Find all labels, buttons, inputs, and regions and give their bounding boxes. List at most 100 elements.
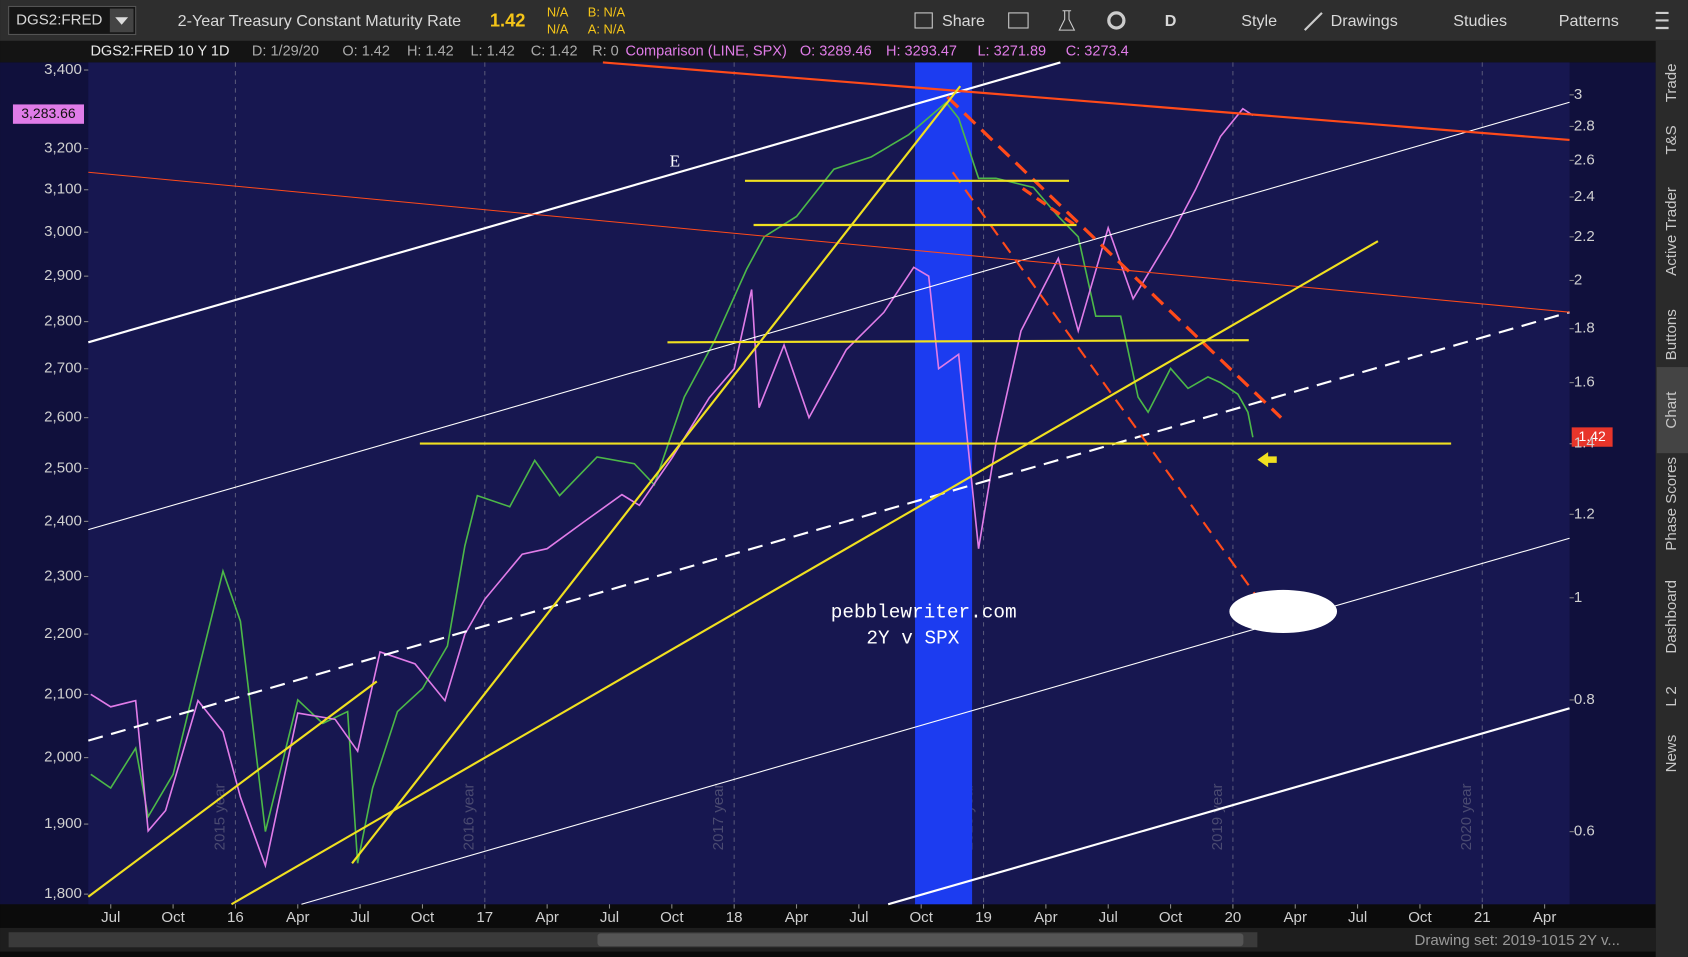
year-watermark: 2016 year xyxy=(461,783,478,850)
annotation: pebblewriter.com xyxy=(831,602,1017,624)
trend-line xyxy=(88,61,1061,344)
trend-line xyxy=(951,171,1259,599)
style-button[interactable]: Style xyxy=(1241,12,1277,30)
y-tick-label: 3,400 xyxy=(44,61,82,78)
trend-line xyxy=(87,680,378,898)
x-tick-label: Apr xyxy=(785,909,808,926)
change-pct: N/A xyxy=(547,22,569,37)
plot-area xyxy=(88,62,1570,905)
x-tick-label: Jul xyxy=(849,909,868,926)
x-tick-label: 20 xyxy=(1225,909,1242,926)
change: N/A xyxy=(547,4,569,19)
patterns-button[interactable]: Patterns xyxy=(1559,12,1619,30)
y2-tick-label: 1 xyxy=(1574,589,1582,606)
sidebar-tab[interactable]: L 2 xyxy=(1663,686,1680,706)
ask: A: N/A xyxy=(588,22,626,37)
comparison-item: O: 3289.46 xyxy=(800,44,872,60)
sidebar-tab[interactable]: Buttons xyxy=(1663,309,1680,360)
description: 2-Year Treasury Constant Maturity Rate xyxy=(178,12,462,30)
chart-header xyxy=(0,40,1656,63)
y2-tick-label: 1.8 xyxy=(1574,320,1595,337)
sidebar-tabs: Trade T&S Active Trader Buttons Chart Phase S… xyxy=(1656,63,1688,773)
share-button[interactable]: Share xyxy=(942,12,985,30)
header-item: D: 1/29/20 xyxy=(252,44,319,60)
scroll-thumb[interactable] xyxy=(597,933,1244,947)
last-label-box xyxy=(12,104,84,124)
y-tick-label: 2,600 xyxy=(44,409,82,426)
x-tick-label: Jul xyxy=(1348,909,1367,926)
y-tick-label: 2,400 xyxy=(44,512,82,529)
trend-line xyxy=(351,85,962,865)
y-tick-label: 1,800 xyxy=(44,885,82,902)
flask-icon[interactable] xyxy=(1058,10,1076,31)
trend-line xyxy=(946,95,1283,419)
annotation: 2Y v SPX xyxy=(866,627,959,649)
bid: B: N/A xyxy=(588,4,626,19)
comparison-label: Comparison (LINE, SPX) xyxy=(625,44,786,60)
sidebar-tab[interactable]: Active Trader xyxy=(1663,187,1680,276)
trend-line xyxy=(602,61,1570,142)
drawings-button[interactable]: Drawings xyxy=(1331,12,1398,30)
last-label-box xyxy=(1571,427,1613,447)
x-tick-label: Oct xyxy=(1159,909,1183,926)
menu-icon[interactable] xyxy=(1655,11,1669,30)
trend-line xyxy=(1021,187,1078,228)
series-line xyxy=(90,101,1254,864)
dropdown-icon xyxy=(115,17,129,25)
drawing-set: Drawing set: 2019-1015 2Y v... xyxy=(1415,932,1620,949)
x-tick-label: Jul xyxy=(1099,909,1118,926)
x-tick-label: Apr xyxy=(286,909,309,926)
y-tick-label: 2,700 xyxy=(44,360,82,377)
x-tick-label: Apr xyxy=(535,909,558,926)
trend-line xyxy=(887,707,1570,906)
y-tick-label: 3,000 xyxy=(44,223,82,240)
studies-button[interactable]: Studies xyxy=(1453,12,1507,30)
highlight-band xyxy=(915,62,973,905)
grid-icon[interactable] xyxy=(1008,12,1029,29)
sidebar-tab[interactable]: Phase Scores xyxy=(1663,457,1680,551)
trend-line xyxy=(301,537,1570,905)
year-watermark: 2019 year xyxy=(1209,783,1226,850)
drawings-icon xyxy=(1303,12,1323,31)
y-tick-label: 2,100 xyxy=(44,685,82,702)
y-tick-label: 2,500 xyxy=(44,459,82,476)
y2-tick-label: 1.2 xyxy=(1574,505,1595,522)
header-item: O: 1.42 xyxy=(342,44,390,60)
sidebar-tab[interactable]: News xyxy=(1663,735,1680,773)
x-tick-label: 21 xyxy=(1474,909,1491,926)
header-item: H: 1.42 xyxy=(407,44,454,60)
target-ellipse xyxy=(1229,589,1338,633)
toolbar xyxy=(0,0,1688,41)
x-tick-label: Jul xyxy=(101,909,120,926)
level-line xyxy=(667,339,1249,344)
y2-tick-label: 2.8 xyxy=(1574,117,1595,134)
period-button[interactable]: D xyxy=(1165,12,1177,30)
y-tick-label: 2,900 xyxy=(44,267,82,284)
settings-icon[interactable] xyxy=(1107,11,1126,30)
x-tick-label: Oct xyxy=(411,909,435,926)
comparison-item: H: 3293.47 xyxy=(886,44,957,60)
drawings xyxy=(87,61,1570,906)
share-icon xyxy=(914,12,933,29)
data-layer xyxy=(90,101,1254,869)
y2-tick-label: 3 xyxy=(1574,86,1582,103)
y2-tick-label: 1.6 xyxy=(1574,374,1595,391)
x-tick-label: Oct xyxy=(1408,909,1432,926)
x-tick-label: Apr xyxy=(1533,909,1556,926)
y2-tick-label: 2.4 xyxy=(1574,188,1595,205)
x-tick-label: Oct xyxy=(660,909,684,926)
sidebar-tab[interactable]: T&S xyxy=(1663,125,1680,154)
x-tick-label: Jul xyxy=(350,909,369,926)
sidebar-tab[interactable]: Trade xyxy=(1663,63,1680,102)
symbol[interactable]: DGS2:FRED xyxy=(16,11,102,28)
trend-line xyxy=(88,171,1570,313)
y-tick-label: 2,300 xyxy=(44,567,82,584)
x-tick-label: Jul xyxy=(600,909,619,926)
y-tick-label: 2,000 xyxy=(44,749,82,766)
y-tick-label: 1,900 xyxy=(44,815,82,832)
sidebar-tab[interactable]: Dashboard xyxy=(1663,580,1680,654)
comparison-item: L: 3271.89 xyxy=(977,44,1046,60)
sidebar-tab[interactable]: Chart xyxy=(1663,391,1680,429)
trend-line xyxy=(88,101,1570,531)
y2-tick-label: 2.2 xyxy=(1574,228,1595,245)
